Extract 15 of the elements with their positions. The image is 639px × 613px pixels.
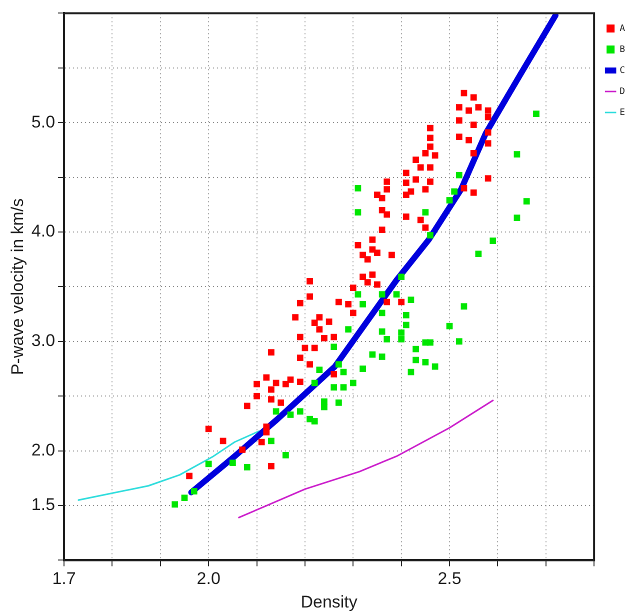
x-axis-title: Density xyxy=(300,592,358,612)
x-tick-label: 2.0 xyxy=(196,569,220,588)
y-axis-title: P-wave velocity in km/s xyxy=(8,198,27,376)
legend-label: D xyxy=(620,86,626,97)
legend-label: C xyxy=(620,66,626,76)
x-tick-label: 2.5 xyxy=(438,569,462,588)
x-tick-label: 1.7 xyxy=(52,569,76,588)
y-tick-label: 5.0 xyxy=(31,112,56,132)
y-tick-label: 3.0 xyxy=(31,331,56,350)
y-tick-label: 4.0 xyxy=(31,222,56,241)
legend-label: E xyxy=(620,108,626,118)
legend-label: B xyxy=(620,44,626,55)
legend-label: A xyxy=(620,24,626,34)
y-tick-label: 1.5 xyxy=(31,495,56,514)
y-tick-label: 2.0 xyxy=(31,440,56,460)
